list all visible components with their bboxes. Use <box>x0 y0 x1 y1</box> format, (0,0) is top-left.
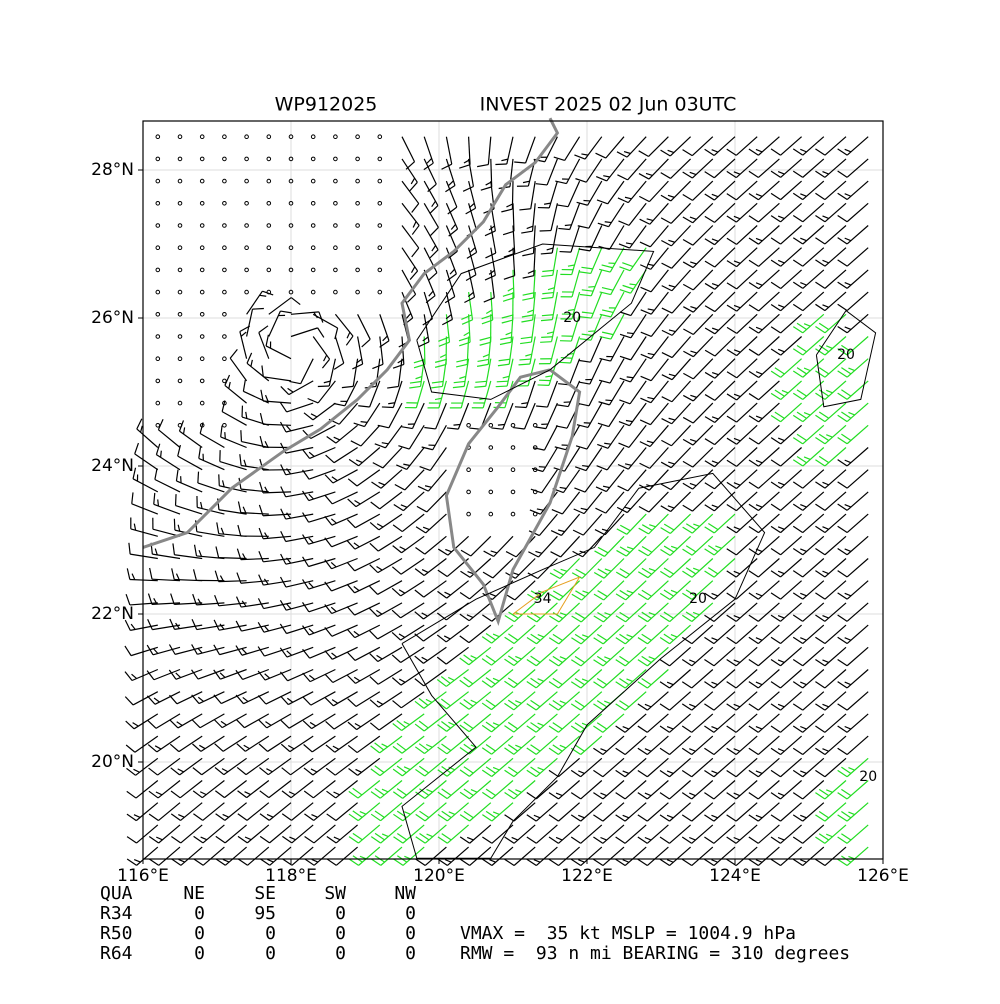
contour-label: 20 <box>859 769 877 785</box>
contour-label: 34 <box>534 591 552 607</box>
barb-flag <box>497 381 508 382</box>
barb-flag <box>605 400 612 401</box>
table-cell: 0 <box>194 943 205 964</box>
y-tick-label: 26°N <box>91 308 134 328</box>
contour-label: 20 <box>689 591 707 607</box>
barb-flag <box>161 451 162 458</box>
barb-flag <box>453 425 460 426</box>
storm-title: INVEST 2025 02 Jun 03UTC <box>480 94 737 116</box>
table-cell: 0 <box>194 923 205 944</box>
table-cell: R50 <box>100 923 133 944</box>
barb-flag <box>252 309 263 310</box>
table-cell: 0 <box>194 903 205 924</box>
table-cell: 0 <box>335 943 346 964</box>
barb-flag <box>560 252 571 253</box>
table-cell: R64 <box>100 943 133 964</box>
barb-staff <box>512 181 513 209</box>
contour-label: 20 <box>563 310 581 326</box>
table-cell: 0 <box>335 923 346 944</box>
table-cell: 0 <box>265 923 276 944</box>
barb-flag <box>605 222 612 223</box>
y-tick-label: 20°N <box>91 752 134 772</box>
barb-staff <box>424 337 425 365</box>
table-cell: 0 <box>405 923 416 944</box>
barb-flag <box>198 472 199 483</box>
table-cell: 95 <box>254 903 276 924</box>
barb-flag <box>540 342 551 343</box>
table-header: SE <box>254 883 276 904</box>
y-tick-label: 24°N <box>91 456 134 476</box>
barb-flag <box>174 519 175 530</box>
table-cell: 0 <box>405 903 416 924</box>
barb-flag <box>382 407 393 408</box>
x-tick-label: 122°E <box>561 866 613 886</box>
x-tick-label: 126°E <box>857 866 909 886</box>
barb-flag <box>539 467 546 468</box>
table-header: NW <box>394 883 416 904</box>
barb-flag <box>176 494 177 505</box>
table-cell: 0 <box>405 943 416 964</box>
barb-flag <box>158 499 159 506</box>
barb-flag <box>588 287 595 288</box>
x-tick-label: 120°E <box>413 866 465 886</box>
table-cell: R34 <box>100 903 133 924</box>
barb-flag <box>565 225 572 226</box>
barb-flag <box>219 474 220 485</box>
table-cell: 0 <box>265 943 276 964</box>
barb-flag <box>627 333 634 334</box>
barb-flag <box>515 407 526 408</box>
barb-flag <box>241 430 242 441</box>
barb-flag <box>561 358 572 359</box>
storm-id: WP912025 <box>275 94 378 116</box>
contour-label: 20 <box>837 347 855 363</box>
table-cell: 0 <box>335 903 346 924</box>
storm-info: VMAX = 35 kt MSLP = 1004.9 hPa <box>460 923 796 944</box>
table-header: SW <box>324 883 346 904</box>
storm-info: RMW = 93 n mi BEARING = 310 degrees <box>460 943 850 964</box>
barb-flag <box>630 284 637 285</box>
barb-flag <box>496 386 507 387</box>
table-header: NE <box>183 883 205 904</box>
barb-flag <box>225 432 226 439</box>
barb-flag <box>361 422 368 423</box>
barb-flag <box>559 362 570 363</box>
barb-flag <box>498 425 505 426</box>
table-header: QUA <box>100 883 133 904</box>
y-tick-label: 22°N <box>91 604 134 624</box>
barb-flag <box>541 337 552 338</box>
x-tick-label: 124°E <box>709 866 761 886</box>
y-tick-label: 28°N <box>91 160 134 180</box>
